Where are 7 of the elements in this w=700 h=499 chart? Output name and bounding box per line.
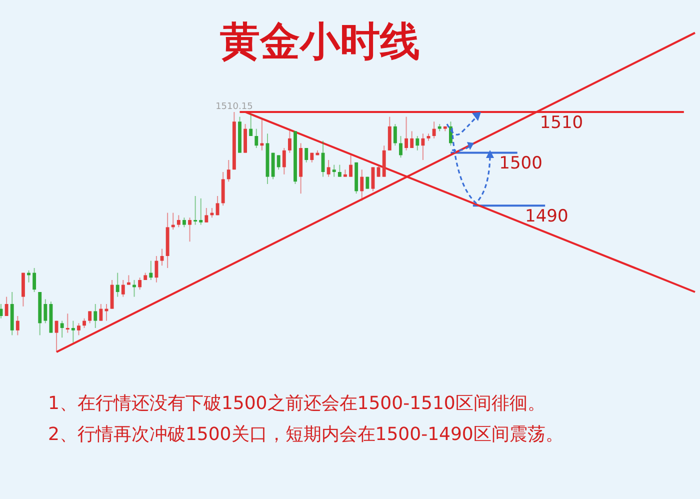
- legend-label: 1500: [499, 154, 542, 174]
- text: 2、行情再次冲破1500关口，短期内会在1500-1490区间震荡。: [48, 423, 564, 447]
- chart-title: 黄金小时线: [219, 17, 421, 67]
- annotation: 1510.15: [216, 102, 253, 112]
- series-label: 1490: [525, 206, 568, 227]
- text: 1、在行情还没有下破1500之前还会在1500-1510区间徘徊。: [48, 392, 546, 416]
- series-label: 1510: [540, 112, 584, 133]
